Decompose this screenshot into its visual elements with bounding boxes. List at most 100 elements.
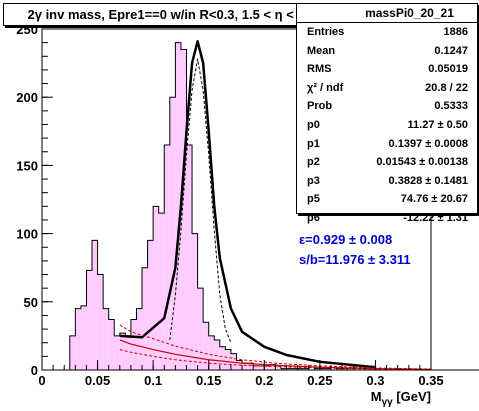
stats-row: p2 0.01543 ± 0.00138 <box>297 153 477 172</box>
x-tick-label: 0.3 <box>366 373 384 388</box>
histogram-bar <box>247 363 254 370</box>
x-axis-label: Mγγ [GeV] <box>371 389 431 408</box>
stats-value: -12.22 ± 1.31 <box>403 211 468 224</box>
histogram-bar <box>242 363 248 370</box>
histogram-bar <box>97 274 104 370</box>
stats-title: massPi0_20_21 <box>297 4 477 23</box>
histogram-bar <box>292 368 298 370</box>
x-tick-label: 0.25 <box>307 373 332 388</box>
histogram-bar <box>125 335 131 370</box>
plot-title: 2γ inv mass, Epre1==0 w/in R<0.3, 1.5 < … <box>3 3 340 26</box>
curve-signal-dashed <box>169 58 232 343</box>
histogram-bar <box>258 365 265 370</box>
histogram-bar <box>253 365 259 370</box>
stats-row: Entries 1886 <box>297 23 477 42</box>
histogram-bar <box>180 49 187 371</box>
stats-value: 0.1247 <box>434 44 468 57</box>
histogram-bar <box>186 144 193 370</box>
axes: 0 0.05 0.1 0.15 0.2 0.25 0.3 0.3505010015020025… <box>16 22 443 408</box>
histogram-bar <box>214 339 220 370</box>
stats-value: 11.27 ± 0.50 <box>407 118 468 131</box>
histogram-bar <box>297 368 304 370</box>
efficiency-label: ε=0.929 ± 0.008 <box>299 232 393 247</box>
histogram-bar <box>319 368 326 370</box>
x-tick-label: 0.2 <box>255 373 273 388</box>
stats-label: p2 <box>307 156 320 169</box>
histogram-bar <box>80 305 87 370</box>
stats-label: p3 <box>307 174 320 187</box>
histogram-bar <box>303 368 309 370</box>
histogram-bar <box>336 368 343 370</box>
stats-row: p0 11.27 ± 0.50 <box>297 116 477 135</box>
histogram-bar <box>225 349 231 370</box>
x-tick-label: 0 <box>38 373 45 388</box>
histogram-bar <box>175 42 181 370</box>
y-tick-label: 200 <box>16 90 38 105</box>
x-tick-label: 0.35 <box>418 373 443 388</box>
stats-value: 0.01543 ± 0.00138 <box>376 156 468 169</box>
stats-row: p6 -12.22 ± 1.31 <box>297 209 477 228</box>
histogram-bar <box>108 319 115 370</box>
histogram-bar <box>280 368 287 370</box>
y-tick-label: 100 <box>16 227 38 242</box>
stats-label: Entries <box>307 26 345 38</box>
histogram-bar <box>119 333 126 370</box>
stats-label: Prob <box>307 100 333 113</box>
histogram-bar <box>158 213 165 370</box>
stats-row: Mean 0.1247 <box>297 42 477 61</box>
stats-row: RMS 0.05019 <box>297 60 477 79</box>
curve-background-lower <box>119 349 432 371</box>
stats-rows: Entries 1886 Mean 0.1247 RMS 0.05019 χ² / ndf 2… <box>297 23 477 228</box>
curve-fit <box>119 40 376 369</box>
stats-value: 0.05019 <box>428 63 468 76</box>
signal-background-label: s/b=11.976 ± 3.311 <box>299 252 411 267</box>
histogram-bar <box>269 364 276 370</box>
histogram-bar <box>136 308 143 370</box>
histogram-bar <box>147 240 154 370</box>
histogram-bar <box>208 335 215 370</box>
stats-value: 20.8 / 22 <box>425 81 468 94</box>
stats-row: χ² / ndf 20.8 / 22 <box>297 79 477 98</box>
fit-curves <box>119 40 432 371</box>
histogram-bar <box>142 267 148 370</box>
histogram-bar <box>103 308 109 370</box>
stats-label: RMS <box>307 63 332 76</box>
stats-value: 1886 <box>443 26 468 38</box>
histogram-bar <box>342 368 348 370</box>
histogram-bar <box>92 240 98 370</box>
curve-background <box>119 339 432 370</box>
histogram-bar <box>197 288 204 370</box>
histogram-bar <box>264 365 270 370</box>
stats-value: 0.1397 ± 0.0008 <box>388 137 468 150</box>
histogram-bar <box>69 335 76 370</box>
histogram-bar <box>75 308 81 370</box>
stats-label: p5 <box>307 193 320 206</box>
x-tick-label: 0.1 <box>144 373 162 388</box>
histogram-bar <box>114 335 120 370</box>
histogram-bar <box>169 97 176 370</box>
histogram-bar <box>192 233 198 370</box>
stats-label: χ² / ndf <box>307 81 344 94</box>
stats-value: 0.3828 ± 0.1481 <box>388 174 468 187</box>
curve-background-upper <box>119 324 432 370</box>
histogram-bar <box>325 368 331 370</box>
stats-label: p6 <box>307 211 320 224</box>
histogram-bar <box>219 346 226 370</box>
x-tick-label: 0.15 <box>196 373 221 388</box>
histogram-bar <box>203 322 209 370</box>
stats-label: p0 <box>307 118 320 131</box>
stats-row: p3 0.3828 ± 0.1481 <box>297 172 477 191</box>
stats-row: p1 0.1397 ± 0.0008 <box>297 135 477 154</box>
histogram-bar <box>153 206 159 370</box>
histogram-bar <box>164 144 170 370</box>
y-tick-label: 50 <box>24 295 38 310</box>
histogram-bar <box>286 368 293 370</box>
stats-label: p1 <box>307 137 320 150</box>
stats-box: massPi0_20_21 Entries 1886 Mean 0.1247 RMS 0.… <box>296 3 478 224</box>
stats-label: Mean <box>307 44 336 57</box>
stats-row: p5 74.76 ± 20.67 <box>297 190 477 209</box>
histogram-bar <box>314 368 320 370</box>
x-tick-label: 0.05 <box>85 373 110 388</box>
